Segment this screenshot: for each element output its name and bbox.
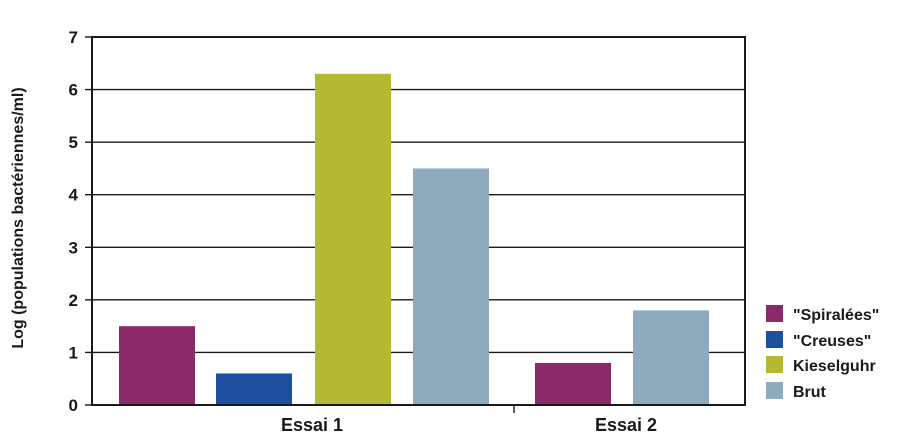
y-tick-label: 2 <box>69 291 78 310</box>
legend-label: "Creuses" <box>793 333 871 350</box>
plot-frame <box>91 36 746 406</box>
legend-swatch <box>766 382 783 399</box>
x-category-label: Essai 2 <box>595 415 657 435</box>
y-tick-label: 5 <box>69 133 78 152</box>
bar <box>315 73 391 406</box>
legend-label: Kieselguhr <box>793 358 876 375</box>
bar <box>413 168 489 405</box>
bar <box>216 373 292 405</box>
y-tick-label: 1 <box>69 343 78 362</box>
axes <box>91 36 746 406</box>
y-axis-title: Log (populations bactériennes/ml) <box>10 87 27 348</box>
y-tick-label: 3 <box>69 238 78 257</box>
y-tick-label: 6 <box>69 81 78 100</box>
y-tick-label: 4 <box>69 186 79 205</box>
legend-label: Brut <box>793 384 827 401</box>
x-axis-categories: Essai 1 Essai 2 <box>281 405 657 435</box>
bar <box>119 326 195 405</box>
bars <box>119 73 709 406</box>
legend-swatch <box>766 305 783 322</box>
legend-swatch <box>766 356 783 373</box>
x-category-label: Essai 1 <box>281 415 343 435</box>
y-tick-label: 7 <box>69 28 78 47</box>
y-axis-ticks: 0 1 2 3 4 5 6 7 <box>69 28 92 415</box>
bar <box>633 310 709 405</box>
legend-swatch <box>766 331 783 348</box>
legend-label: "Spiralées" <box>793 307 879 324</box>
bar <box>535 362 611 405</box>
legend: "Spiralées" "Creuses" Kieselguhr Brut <box>766 305 879 401</box>
y-tick-label: 0 <box>69 396 78 415</box>
